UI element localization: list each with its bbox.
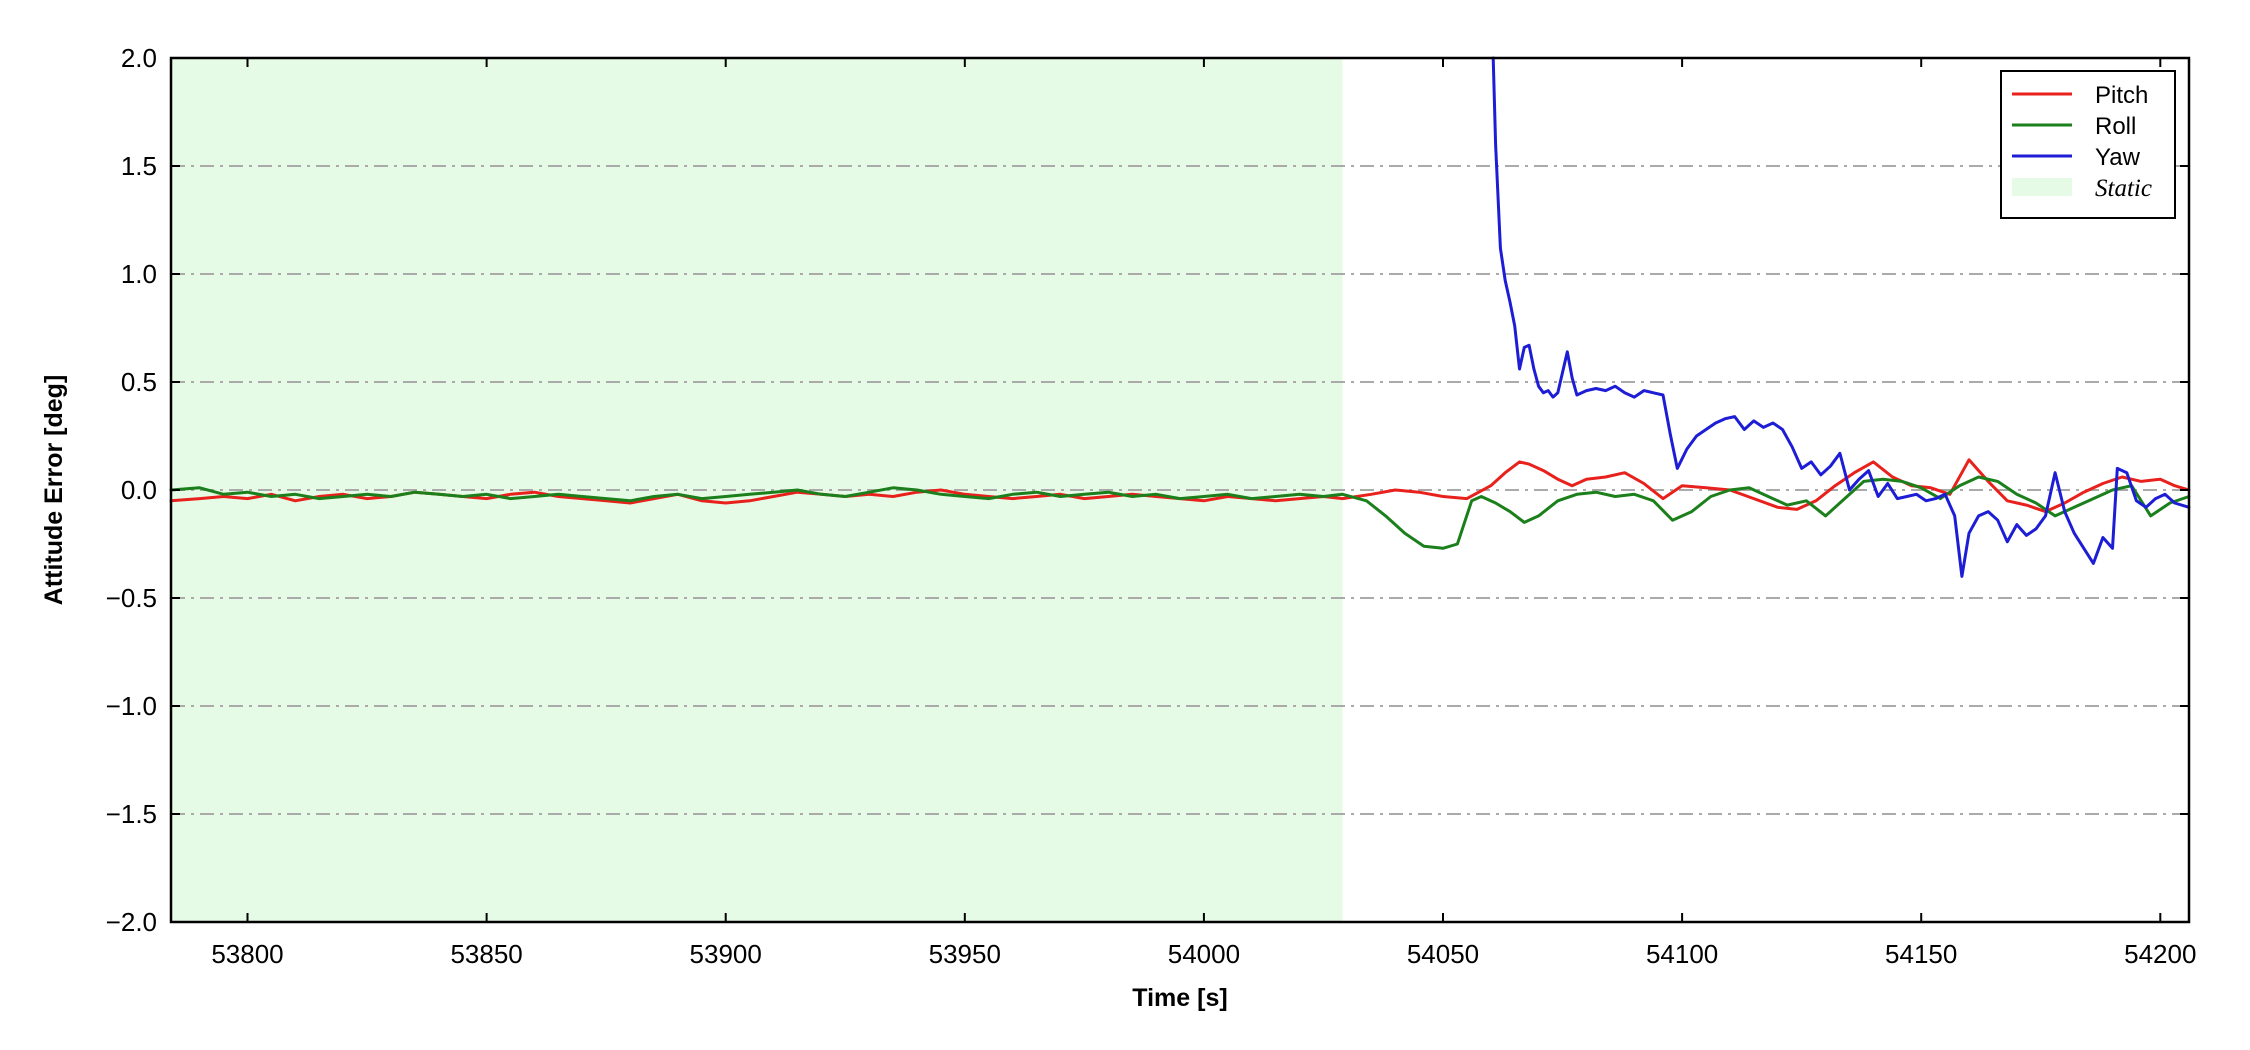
y-tick-label: 0.5	[121, 367, 157, 397]
legend-static-swatch	[2012, 178, 2072, 196]
x-tick-label: 53800	[211, 939, 283, 969]
legend-static-label: Static	[2095, 175, 2152, 202]
x-tick-label: 53900	[690, 939, 762, 969]
ticks-layer: −2.0 −1.5 −1.0 −0.5 0.0 0.5 1.0 1.5 2.0 53800 5385…	[106, 43, 2197, 969]
y-axis-title: Attitude Error [deg]	[40, 375, 68, 606]
y-tick-label: 0.0	[121, 475, 157, 505]
series-lines-layer	[169, 56, 2191, 578]
x-tick-label: 53850	[450, 939, 522, 969]
series-line-roll	[169, 475, 2191, 550]
x-tick-label: 54000	[1168, 939, 1240, 969]
x-tick-label: 54100	[1646, 939, 1718, 969]
legend: Pitch Roll Yaw Static	[2000, 70, 2176, 219]
y-tick-label: −0.5	[106, 583, 157, 613]
grid-layer	[171, 165, 2189, 815]
x-tick-label: 54150	[1885, 939, 1957, 969]
y-tick-label: −2.0	[106, 907, 157, 937]
y-tick-label: −1.0	[106, 691, 157, 721]
x-tick-label: 53950	[929, 939, 1001, 969]
y-tick-label: 2.0	[121, 43, 157, 73]
y-tick-label: −1.5	[106, 799, 157, 829]
y-tick-label: 1.0	[121, 259, 157, 289]
x-axis-title: Time [s]	[1132, 984, 1227, 1012]
legend-pitch-label: Pitch	[2095, 82, 2148, 109]
legend-roll-label: Roll	[2095, 113, 2136, 140]
x-tick-label: 54200	[2124, 939, 2196, 969]
x-tick-label: 54050	[1407, 939, 1479, 969]
y-tick-label: 1.5	[121, 151, 157, 181]
series-line-yaw	[1491, 56, 2191, 578]
legend-yaw-label: Yaw	[2095, 144, 2141, 171]
